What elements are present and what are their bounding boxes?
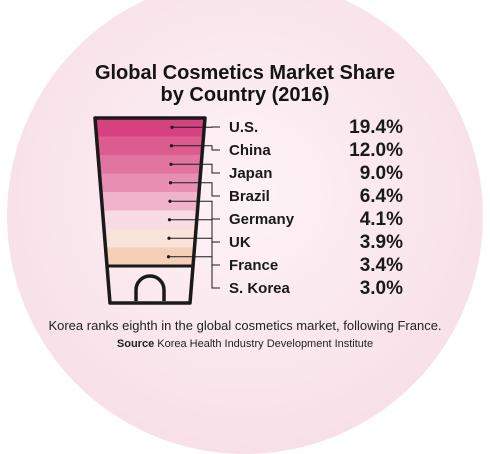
share-value: 3.9% bbox=[360, 232, 403, 253]
country-label: U.S. bbox=[229, 119, 258, 136]
chart-svg: U.S. 19.4% China 12.0% Japan 9.0% Brazil 6.4% Ge… bbox=[0, 0, 490, 432]
chart-caption: Korea ranks eighth in the global cosmeti… bbox=[0, 318, 490, 333]
country-label: Germany bbox=[229, 211, 295, 228]
tube-bands bbox=[95, 118, 205, 266]
share-value: 3.0% bbox=[360, 278, 403, 299]
share-value: 3.4% bbox=[360, 255, 403, 276]
country-label: UK bbox=[229, 234, 251, 251]
source-note: Source Korea Health Industry Development… bbox=[0, 338, 490, 350]
source-text: Korea Health Industry Development Instit… bbox=[157, 338, 373, 350]
country-label: China bbox=[229, 142, 271, 159]
share-value: 12.0% bbox=[349, 140, 403, 161]
source-label: Source bbox=[117, 338, 154, 350]
country-label: France bbox=[229, 257, 278, 274]
country-label: S. Korea bbox=[229, 280, 291, 297]
share-value: 19.4% bbox=[349, 117, 403, 138]
country-label: Brazil bbox=[229, 188, 270, 205]
share-value: 4.1% bbox=[360, 209, 403, 230]
country-label: Japan bbox=[229, 165, 272, 182]
share-value: 6.4% bbox=[360, 186, 403, 207]
share-value: 9.0% bbox=[360, 163, 403, 184]
tube-cap-arch bbox=[136, 276, 164, 301]
